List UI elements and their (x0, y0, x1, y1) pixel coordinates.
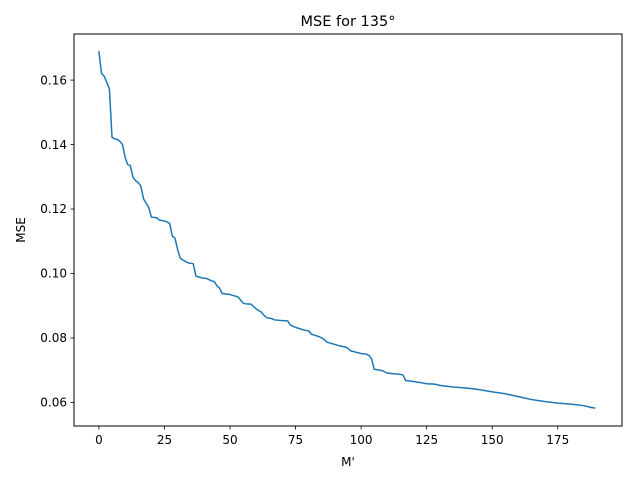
y-axis-label: MSE (14, 217, 28, 243)
x-axis-label: M' (341, 455, 355, 469)
x-tick-label: 25 (157, 433, 172, 447)
series-line (98, 50, 596, 409)
y-tick-label: 0.12 (40, 202, 67, 216)
x-tick-label: 175 (546, 433, 569, 447)
y-tick-label: 0.06 (40, 396, 67, 410)
x-tick-label: 0 (95, 433, 103, 447)
x-tick-label: 150 (481, 433, 504, 447)
chart-title: MSE for 135° (301, 14, 396, 30)
x-axis-ticks: 0 25 50 75 100 125 150 175 (95, 426, 569, 447)
y-axis-ticks: 0.06 0.08 0.10 0.12 0.14 0.16 (40, 73, 74, 410)
plot-area-frame (73, 33, 623, 427)
y-tick-label: 0.16 (40, 73, 67, 87)
y-tick-label: 0.14 (40, 138, 67, 152)
series-layer (98, 50, 596, 409)
y-tick-label: 0.10 (40, 267, 67, 281)
x-tick-label: 75 (288, 433, 303, 447)
y-tick-label: 0.08 (40, 331, 67, 345)
x-tick-label: 50 (222, 433, 237, 447)
x-tick-label: 125 (415, 433, 438, 447)
x-tick-label: 100 (350, 433, 373, 447)
